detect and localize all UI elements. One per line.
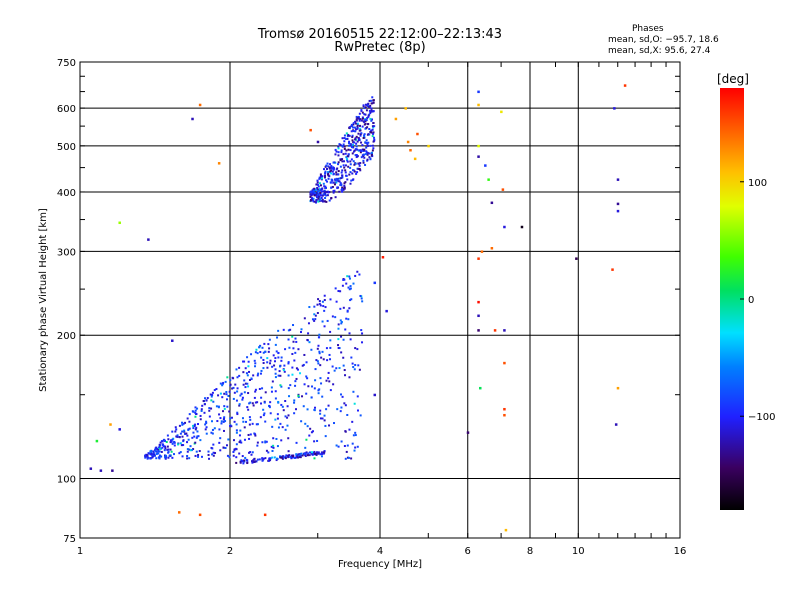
echo-point <box>477 90 480 94</box>
x-tick-label: 10 <box>572 546 585 557</box>
echo-point <box>477 300 480 304</box>
x-tick-label: 16 <box>674 546 687 557</box>
echo-point <box>111 469 114 472</box>
echo-point <box>616 202 620 206</box>
echo-points <box>144 96 376 465</box>
echo-point <box>217 162 221 165</box>
echo-point <box>263 513 267 517</box>
echo-point <box>177 511 181 514</box>
echo-point <box>427 144 430 148</box>
echo-point <box>503 407 506 411</box>
chart-title: Tromsø 20160515 22:12:00–22:13:43 <box>257 27 503 42</box>
echo-point <box>613 107 616 110</box>
echo-point <box>477 329 480 332</box>
echo-point <box>316 140 320 144</box>
echo-point <box>309 128 312 132</box>
echo-point <box>493 329 497 332</box>
y-tick-label: 200 <box>57 331 76 342</box>
echo-point <box>99 469 103 472</box>
colorbar-label: [deg] <box>717 72 749 86</box>
echo-point <box>501 188 505 191</box>
echo-point <box>616 209 620 213</box>
echo-point <box>394 117 398 121</box>
echo-point <box>118 221 121 225</box>
stats-heading: Phases <box>632 24 664 34</box>
echo-point <box>406 140 410 144</box>
y-tick-label: 75 <box>63 534 76 545</box>
echo-point <box>616 386 620 390</box>
colorbar-tick-label: −100 <box>748 412 775 423</box>
echo-point <box>373 281 377 285</box>
echo-point <box>477 257 480 260</box>
echo-point <box>520 225 524 229</box>
echo-point <box>147 238 150 241</box>
echo-point <box>490 201 494 205</box>
y-tick-label: 500 <box>57 142 76 153</box>
echo-point <box>490 247 494 250</box>
echo-point <box>611 268 614 271</box>
echo-point <box>614 423 618 426</box>
echo-point <box>477 103 480 107</box>
echo-point <box>487 178 490 181</box>
x-axis-label: Frequency [MHz] <box>338 559 422 570</box>
x-tick-label: 2 <box>227 546 233 557</box>
echo-point <box>373 393 377 397</box>
echo-point <box>109 423 112 426</box>
y-axis-label: Stationary phase Virtual Height [km] <box>38 208 49 392</box>
echo-point <box>623 84 627 87</box>
echo-point <box>477 144 480 148</box>
y-tick-label: 400 <box>57 188 76 199</box>
y-tick-label: 300 <box>57 247 76 258</box>
echo-point <box>416 132 419 136</box>
echo-point <box>404 107 407 110</box>
echo-point <box>381 256 385 259</box>
colorbar-tick-label: 0 <box>748 295 754 306</box>
echo-point <box>95 439 99 443</box>
echo-point <box>171 339 174 342</box>
echo-point <box>503 413 506 417</box>
echo-point <box>409 148 412 152</box>
echo-point <box>198 103 202 107</box>
echo-point <box>385 309 388 313</box>
echo-point <box>503 225 506 229</box>
echo-point <box>480 250 484 253</box>
stats-line-o: mean, sd,O: −95.7, 18.6 <box>608 35 719 45</box>
x-tick-label: 6 <box>465 546 471 557</box>
echo-point <box>484 164 487 167</box>
echo-point <box>89 467 93 470</box>
y-tick-label: 750 <box>57 58 76 69</box>
echo-point <box>503 329 506 332</box>
x-tick-label: 8 <box>527 546 533 557</box>
y-tick-label: 100 <box>57 475 76 486</box>
echo-point <box>477 155 480 158</box>
echo-point <box>504 528 508 532</box>
x-tick-label: 1 <box>77 546 83 557</box>
y-tick-label: 600 <box>57 104 76 115</box>
echo-point <box>477 314 480 318</box>
colorbar-tick-label: 100 <box>748 178 767 189</box>
chart-subtitle: RwPretec (8p) <box>334 40 426 55</box>
x-tick-label: 4 <box>377 546 383 557</box>
stats-line-x: mean, sd,X: 95.6, 27.4 <box>608 46 711 56</box>
echo-point <box>575 257 578 260</box>
echo-point <box>118 428 121 431</box>
echo-point <box>466 431 470 434</box>
echo-point <box>413 157 417 161</box>
echo-point <box>503 361 506 365</box>
echo-point <box>191 117 194 121</box>
echo-point <box>479 386 482 390</box>
echo-point <box>616 178 620 181</box>
echo-point <box>500 110 503 114</box>
echo-point <box>198 513 202 517</box>
